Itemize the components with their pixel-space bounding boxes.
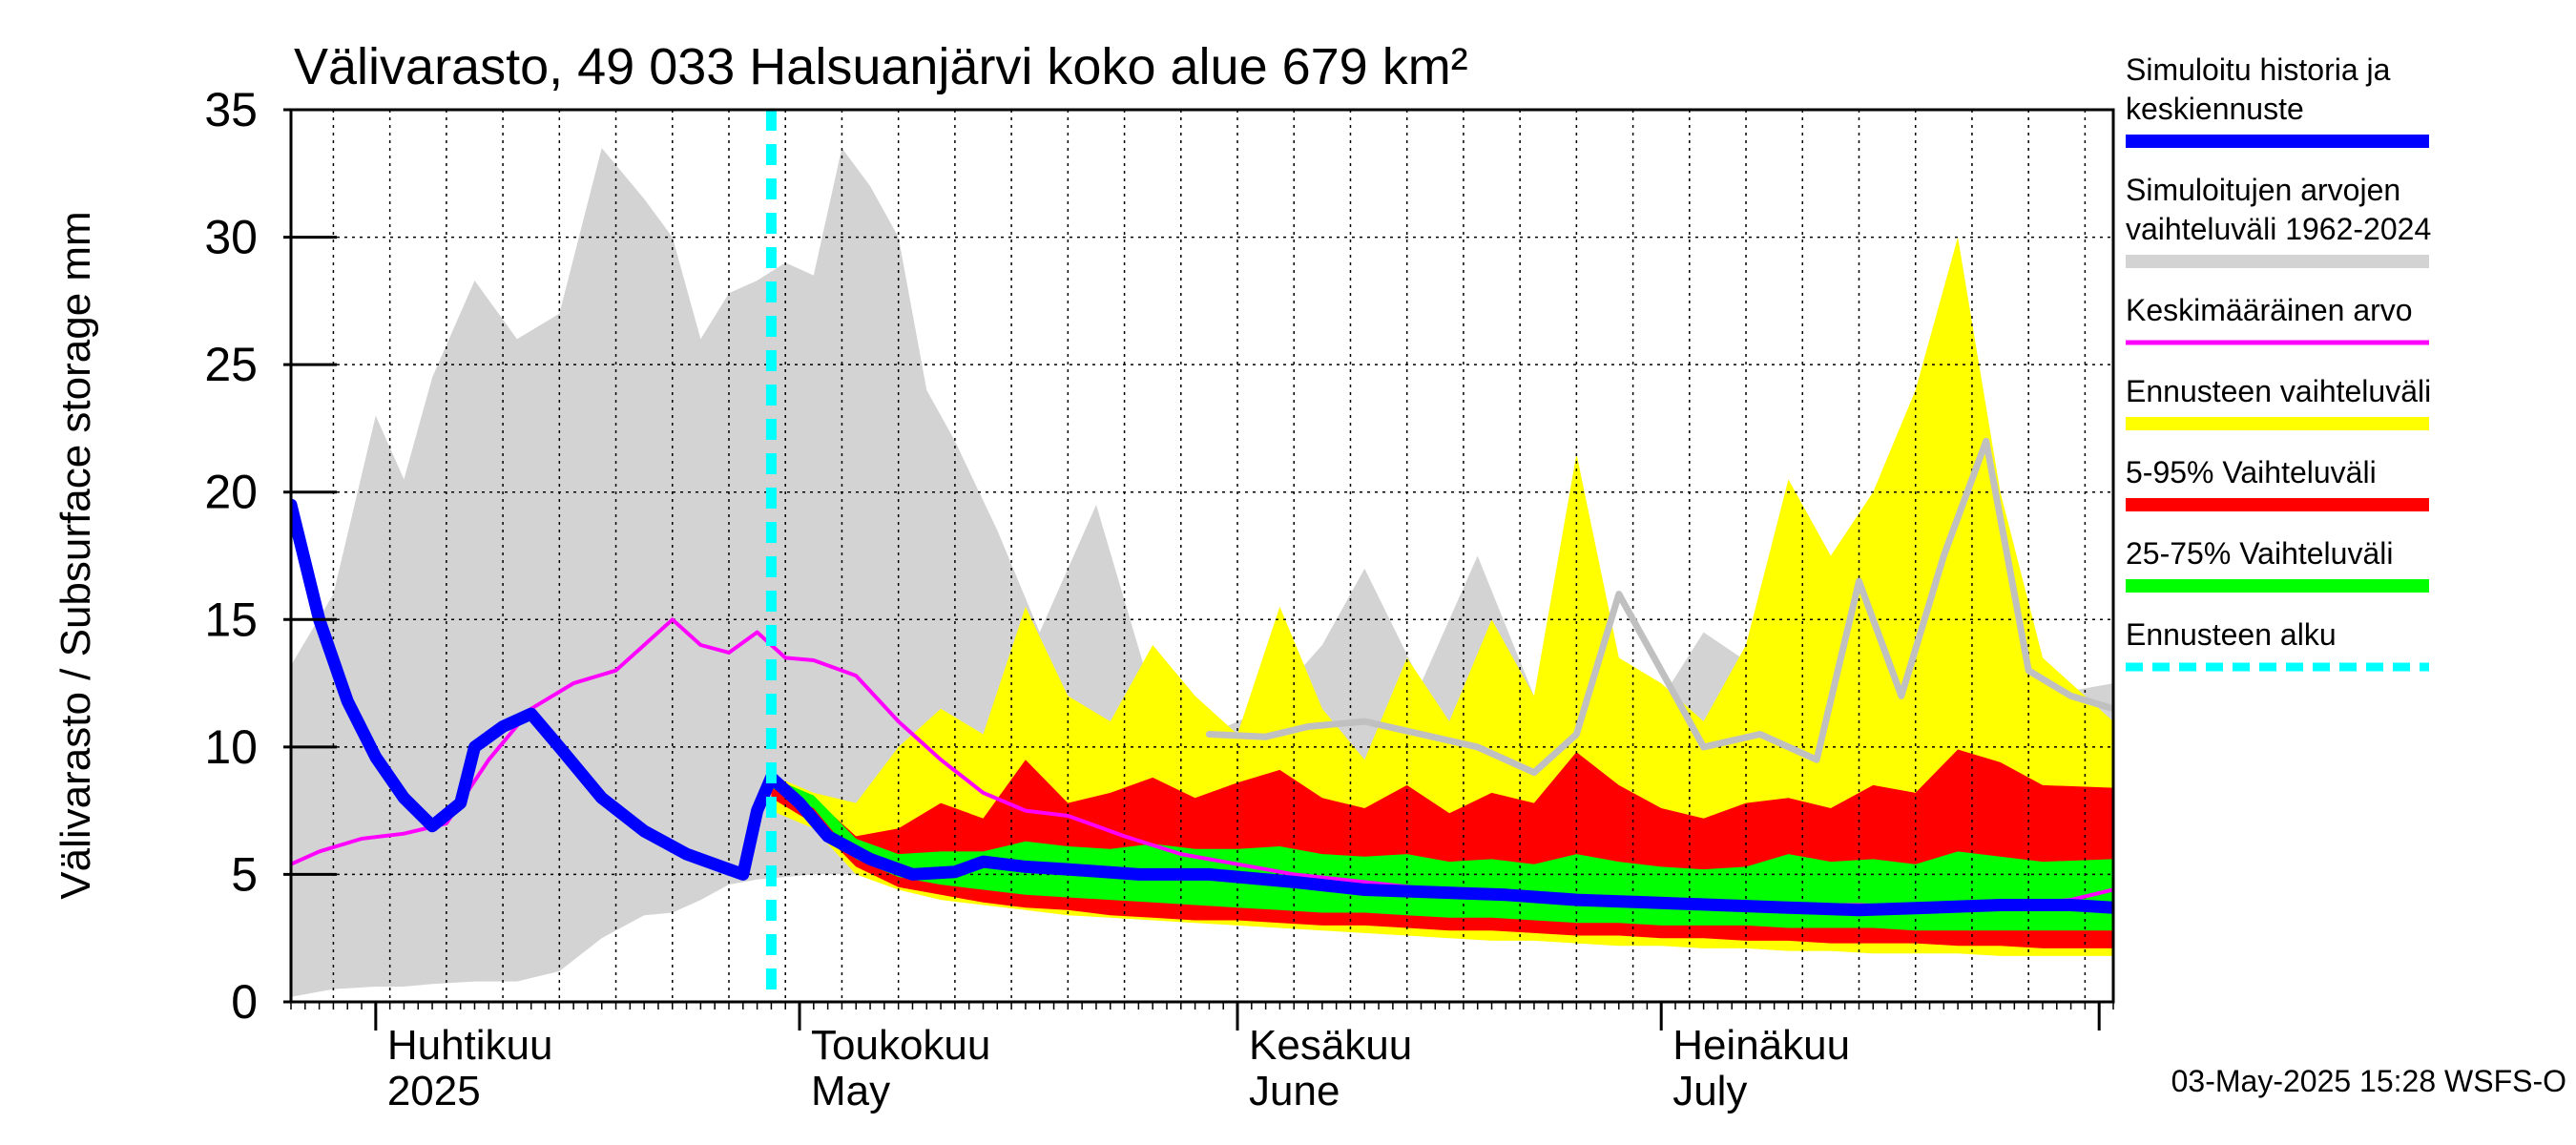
legend-sublabel-hist: keskiennuste — [2126, 92, 2304, 126]
legend-sublabel-range: vaihteluväli 1962-2024 — [2126, 212, 2431, 246]
chart-lines — [291, 437, 2113, 917]
y-axis: 0 5 10 15 20 25 30 35 — [204, 83, 337, 1029]
y-tick-label: 35 — [204, 83, 258, 136]
x-month-sublabel: July — [1672, 1068, 1747, 1114]
legend: Simuloitu historia ja keskiennuste Simuloi… — [2126, 52, 2431, 672]
legend-label-range: Simuloitujen arvojen — [2126, 173, 2400, 207]
plot-frame — [289, 108, 2115, 1004]
y-tick-label: 5 — [231, 847, 258, 901]
legend-label-mean: Keskimääräinen arvo — [2126, 293, 2413, 327]
y-axis-label: Välivarasto / Subsurface storage mm — [52, 211, 99, 899]
y-tick-label: 25 — [204, 338, 258, 391]
series-line-simuloitu-historia-ja-keskiennuste — [291, 498, 2113, 917]
x-month-sublabel: 2025 — [387, 1068, 481, 1114]
chart-bands — [291, 148, 2113, 997]
chart-title: Välivarasto, 49 033 Halsuanjärvi koko al… — [294, 38, 1468, 95]
y-tick-label: 30 — [204, 211, 258, 264]
y-tick-label: 10 — [204, 720, 258, 774]
band-ennusteen-vaihteluv-li — [771, 237, 2113, 956]
x-month-label: Heinäkuu — [1672, 1022, 1850, 1069]
x-month-sublabel: May — [811, 1068, 890, 1114]
y-tick-label: 15 — [204, 593, 258, 646]
band-25-75-vaihteluv-li — [771, 777, 2113, 931]
x-month-label: Huhtikuu — [387, 1022, 553, 1069]
legend-label-fcrange: Ennusteen vaihteluväli — [2126, 374, 2431, 408]
y-tick-label: 20 — [204, 466, 258, 519]
x-month-label: Kesäkuu — [1249, 1022, 1412, 1069]
legend-label-hist: Simuloitu historia ja — [2126, 52, 2391, 87]
legend-label-p595: 5-95% Vaihteluväli — [2126, 455, 2377, 489]
legend-label-fcstart: Ennusteen alku — [2126, 617, 2337, 652]
series-line-simuloitu-historia-ja-keskiennuste-max — [1205, 437, 2113, 777]
timestamp: 03-May-2025 15:28 WSFS-O — [2171, 1064, 2566, 1098]
y-tick-label: 0 — [231, 975, 258, 1029]
x-month-sublabel: June — [1249, 1068, 1340, 1114]
legend-label-p2575: 25-75% Vaihteluväli — [2126, 536, 2393, 571]
x-month-label: Toukokuu — [811, 1022, 990, 1069]
